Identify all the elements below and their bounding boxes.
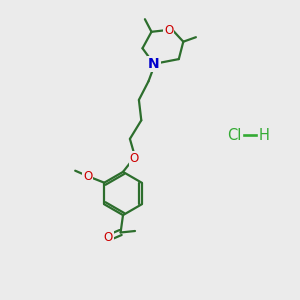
Text: Cl: Cl [227,128,241,142]
Text: O: O [83,169,92,183]
Text: H: H [259,128,269,142]
Text: O: O [130,152,139,165]
Text: O: O [164,24,173,37]
Text: N: N [148,57,160,71]
Text: O: O [103,231,112,244]
